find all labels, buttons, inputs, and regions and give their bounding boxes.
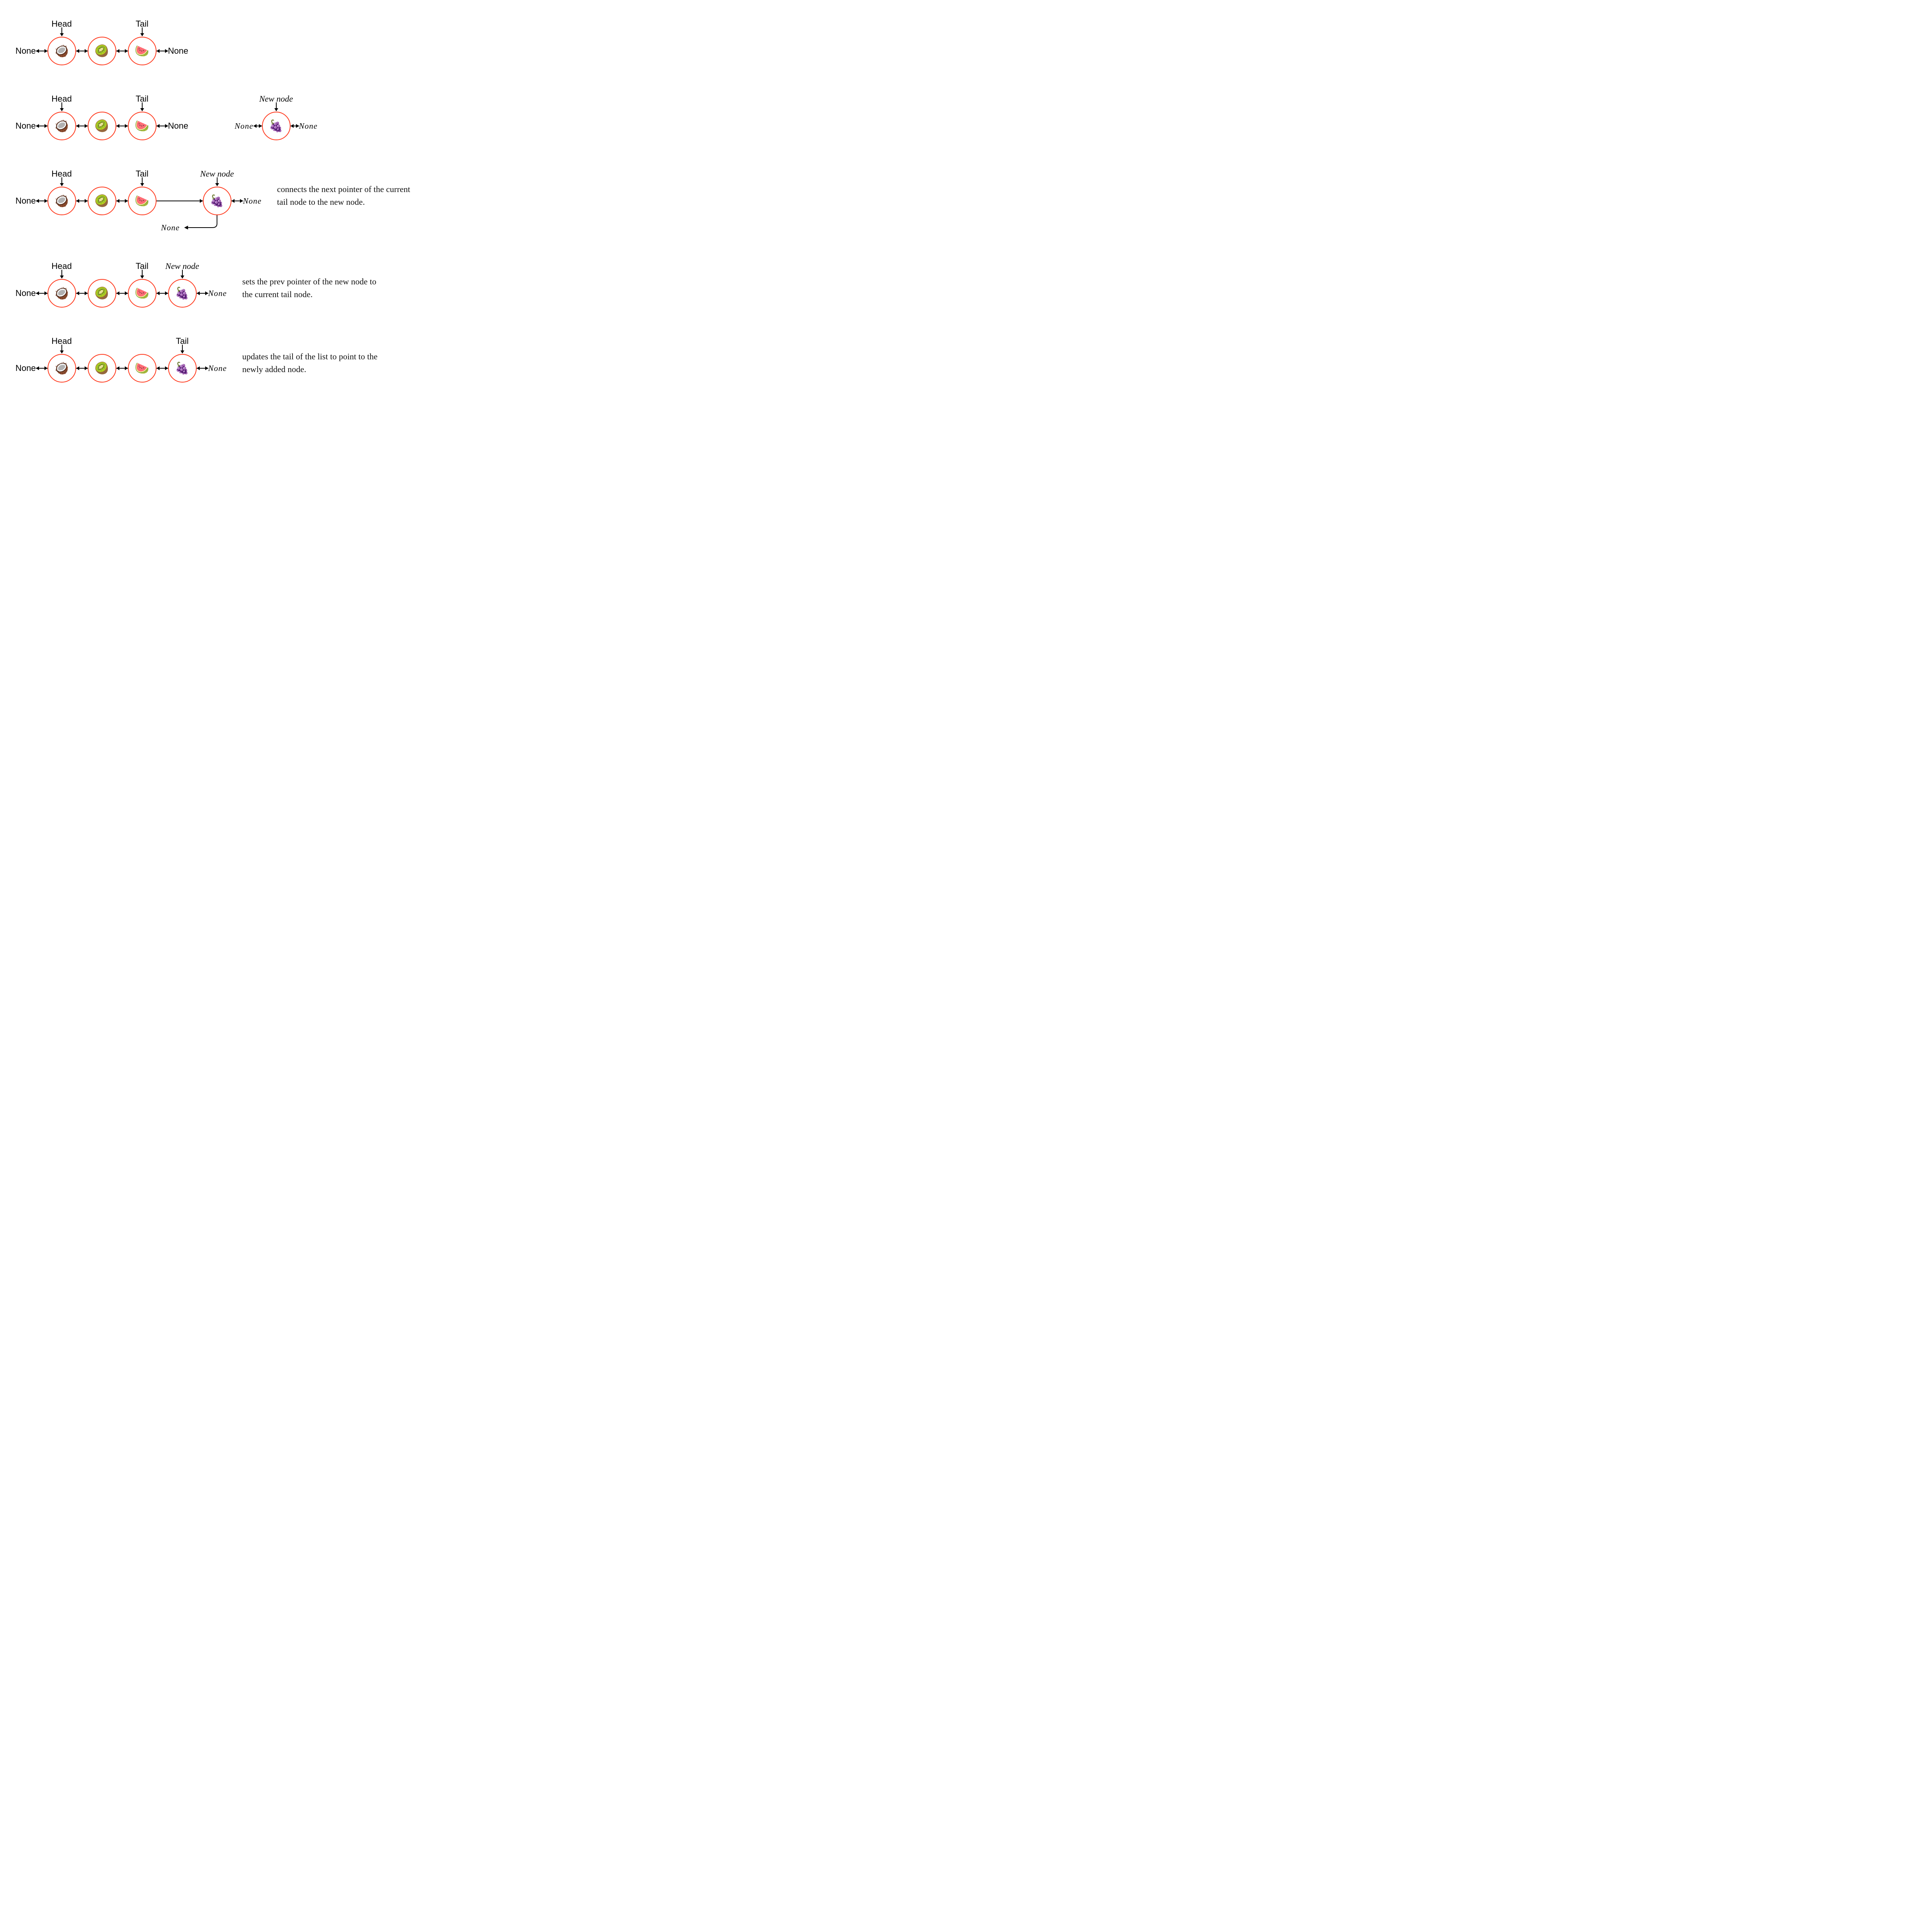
watermelon-icon: 🍉 <box>135 194 149 208</box>
list-area: None 🥥Head 🥝 🍉Tail 🍇New node None <box>15 258 227 311</box>
kiwi-icon: 🥝 <box>95 119 109 133</box>
link-bi <box>76 293 88 294</box>
link-bi <box>156 293 168 294</box>
node-watermelon: 🍉Tail <box>128 279 156 308</box>
linked-list-diagram: None🥥Head🥝🍉TailNoneNone🥥Head🥝🍉TailNoneNo… <box>15 15 460 386</box>
kiwi-icon: 🥝 <box>95 194 109 208</box>
node-watermelon: 🍉Tail <box>128 37 156 65</box>
text-none: None <box>243 196 262 206</box>
arrow-down-icon <box>61 27 62 36</box>
link-bi <box>116 293 128 294</box>
watermelon-icon: 🍉 <box>135 119 149 133</box>
node-coconut: 🥥Head <box>48 112 76 140</box>
node-row: None 🥥Head 🥝 🍉Tail 🍇New node None <box>15 279 227 308</box>
link-bi <box>76 368 88 369</box>
arrow-down-icon <box>61 270 62 278</box>
node-watermelon: 🍉Tail <box>128 187 156 215</box>
node-kiwi: 🥝 <box>88 354 116 383</box>
node-row: None 🥥Head 🥝 🍉Tail 🍇New node None <box>15 187 262 215</box>
node-grapes: 🍇New node <box>168 279 197 308</box>
step4: None 🥥Head 🥝 🍉Tail 🍇New node None sets the pre… <box>15 258 460 311</box>
node-grapes: 🍇New node <box>203 187 231 215</box>
node-kiwi: 🥝 <box>88 112 116 140</box>
node-coconut: 🥥Head <box>48 279 76 308</box>
arrow-down-icon <box>217 177 218 186</box>
link-bi <box>36 293 48 294</box>
node-coconut: 🥥Head <box>48 37 76 65</box>
text-none: None <box>15 196 36 206</box>
node-kiwi: 🥝 <box>88 187 116 215</box>
link-bi <box>116 368 128 369</box>
text-none: None <box>235 121 253 131</box>
arrow-down-icon <box>142 27 143 36</box>
node-grapes: 🍇New node <box>262 112 291 140</box>
node-watermelon: 🍉 <box>128 354 156 383</box>
node-row: None 🥥Head 🥝 🍉 🍇Tail None <box>15 354 227 383</box>
kiwi-icon: 🥝 <box>95 362 109 375</box>
grapes-icon: 🍇 <box>175 362 189 375</box>
watermelon-icon: 🍉 <box>135 44 149 58</box>
text-none: None <box>15 121 36 131</box>
text-none: None <box>208 364 227 373</box>
watermelon-icon: 🍉 <box>135 287 149 300</box>
arrow-down-icon <box>61 177 62 186</box>
arrow-down-icon <box>276 102 277 111</box>
step5: None 🥥Head 🥝 🍉 🍇Tail None updates the tail of … <box>15 333 460 386</box>
coconut-icon: 🥥 <box>54 194 69 208</box>
list-area: None 🥥Head 🥝 🍉Tail None None 🍇New node None <box>15 90 318 144</box>
step3: None 🥥Head 🥝 🍉Tail 🍇New node None None connects… <box>15 165 460 236</box>
list-area: None 🥥Head 🥝 🍉 🍇Tail None <box>15 333 227 386</box>
link-bi <box>197 293 208 294</box>
kiwi-icon: 🥝 <box>95 44 109 58</box>
step-caption: sets the prev pointer of the new node to… <box>242 275 381 301</box>
node-coconut: 🥥Head <box>48 187 76 215</box>
node-kiwi: 🥝 <box>88 279 116 308</box>
text-none: None <box>15 288 36 298</box>
step-caption: updates the tail of the list to point to… <box>242 350 381 376</box>
text-none: None <box>168 121 189 131</box>
node-row: None 🥥Head 🥝 🍉Tail None None 🍇New node None <box>15 112 318 140</box>
coconut-icon: 🥥 <box>54 44 69 58</box>
text-none: None <box>15 46 36 56</box>
link-bi <box>197 368 208 369</box>
step2: None 🥥Head 🥝 🍉Tail None None 🍇New node None <box>15 90 460 144</box>
node-watermelon: 🍉Tail <box>128 112 156 140</box>
arrow-down-icon <box>61 102 62 111</box>
node-grapes: 🍇Tail <box>168 354 197 383</box>
dangling-prev-arrow <box>15 215 262 238</box>
text-none: None <box>15 363 36 373</box>
list-area: None 🥥Head 🥝 🍉Tail None <box>15 15 188 69</box>
step1: None 🥥Head 🥝 🍉Tail None <box>15 15 460 69</box>
arrow-down-icon <box>182 270 183 278</box>
coconut-icon: 🥥 <box>54 287 69 300</box>
kiwi-icon: 🥝 <box>95 287 109 300</box>
text-none: None <box>208 289 227 298</box>
list-area: None 🥥Head 🥝 🍉Tail 🍇New node None None <box>15 165 262 236</box>
arrow-down-icon <box>61 345 62 353</box>
node-kiwi: 🥝 <box>88 37 116 65</box>
text-none: None <box>168 46 189 56</box>
arrow-down-icon <box>142 177 143 186</box>
grapes-icon: 🍇 <box>210 194 224 208</box>
node-coconut: 🥥Head <box>48 354 76 383</box>
watermelon-icon: 🍉 <box>135 362 149 375</box>
step-caption: connects the next pointer of the current… <box>277 183 416 208</box>
arrow-down-icon <box>142 102 143 111</box>
grapes-icon: 🍇 <box>269 119 283 133</box>
coconut-icon: 🥥 <box>54 119 69 133</box>
link-bi <box>36 368 48 369</box>
text-none: None <box>299 121 318 131</box>
arrow-down-icon <box>182 345 183 353</box>
text-none-dangling: None <box>161 223 180 233</box>
grapes-icon: 🍇 <box>175 287 189 300</box>
arrow-down-icon <box>142 270 143 278</box>
coconut-icon: 🥥 <box>54 362 69 375</box>
link-bi <box>156 368 168 369</box>
node-row: None 🥥Head 🥝 🍉Tail None <box>15 37 188 65</box>
